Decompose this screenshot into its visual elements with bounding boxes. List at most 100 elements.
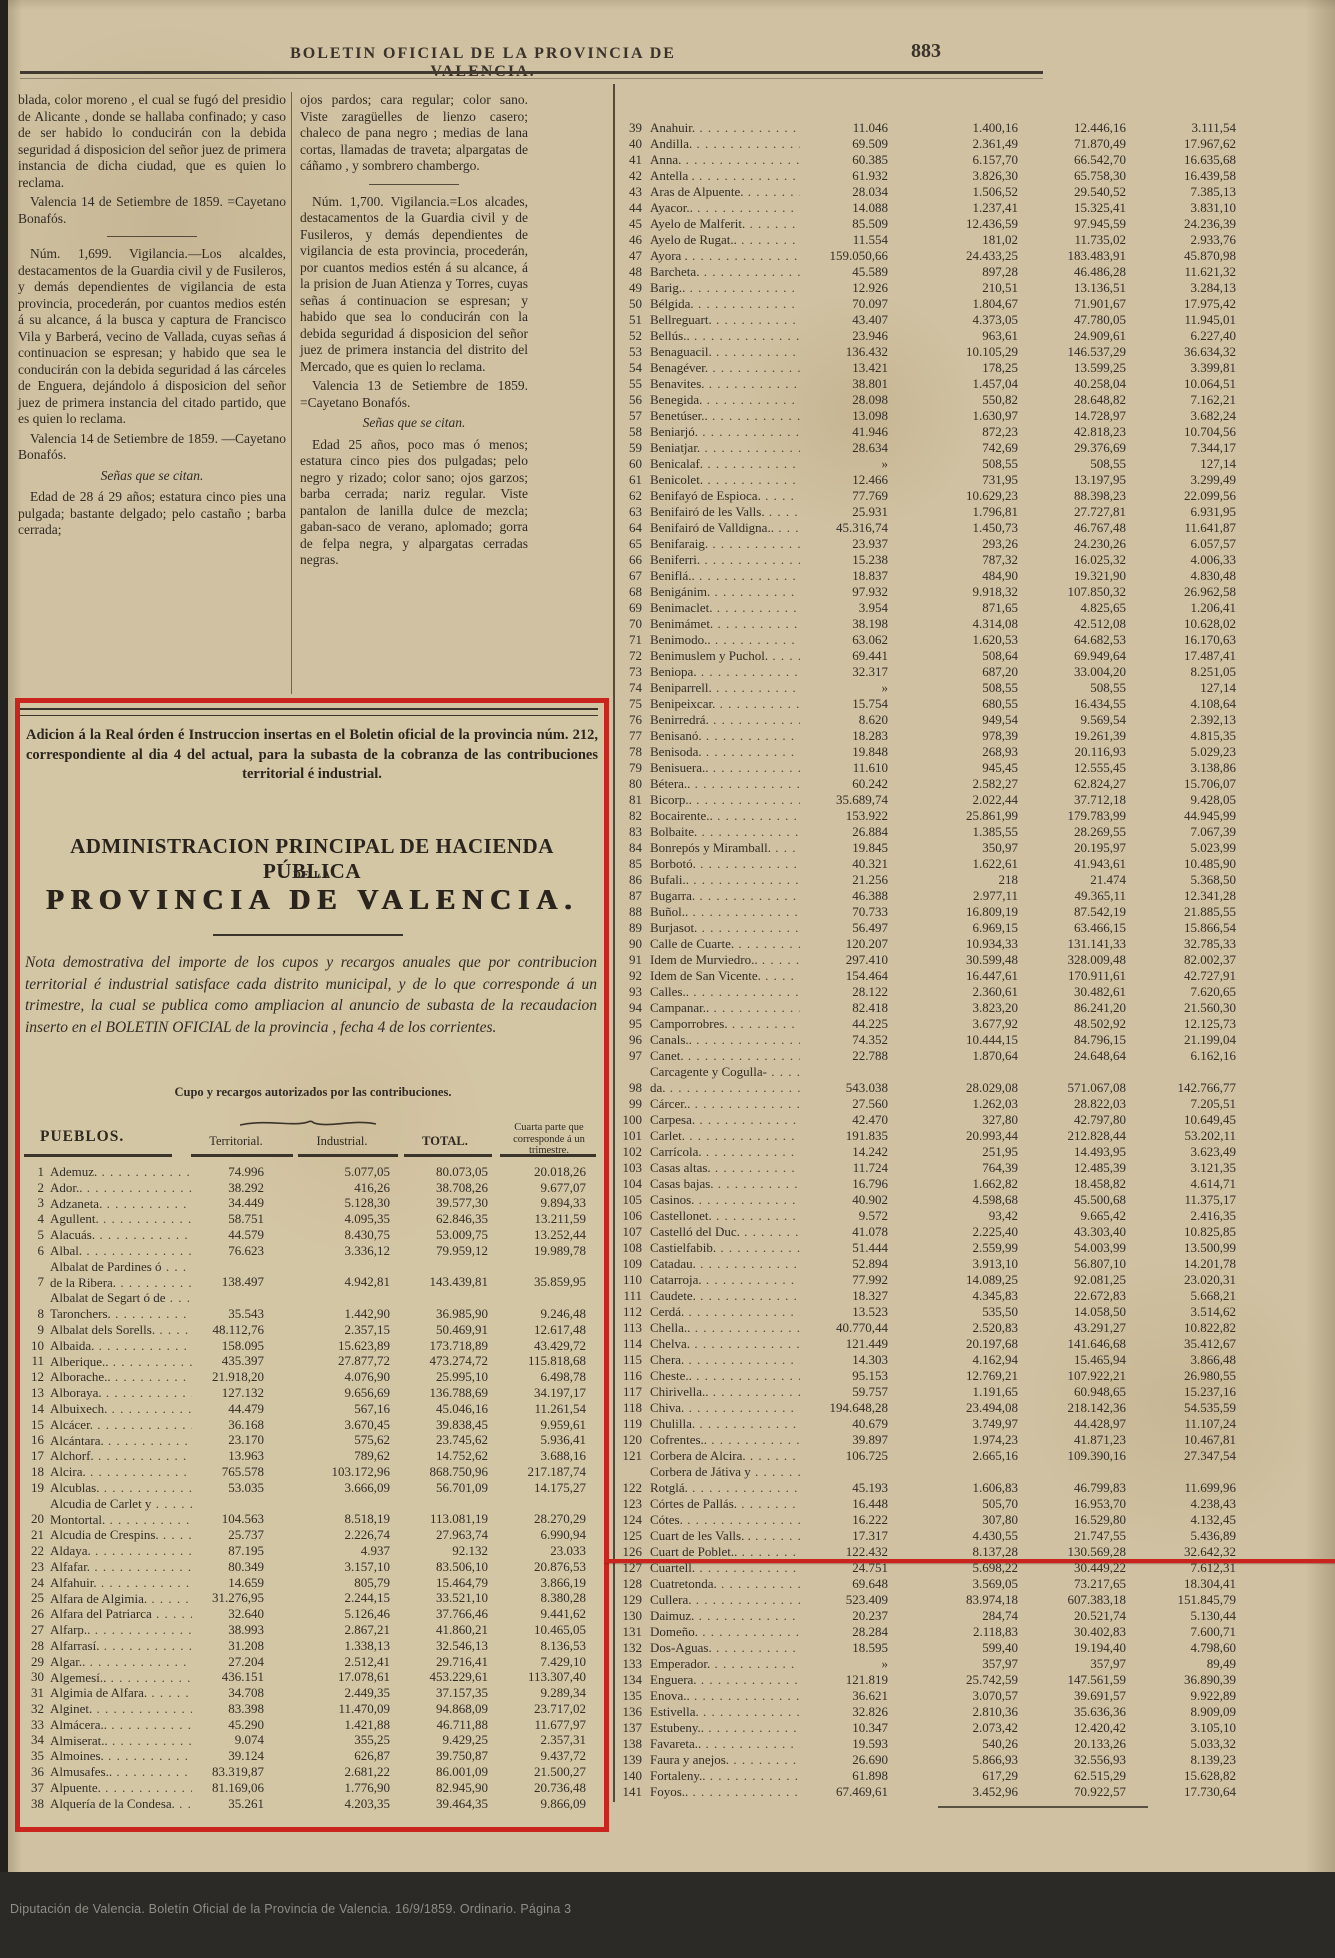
row-number: 109 bbox=[622, 1256, 643, 1271]
industrial-value: 1.385,55 bbox=[972, 824, 1019, 839]
column-header-territorial: Territorial. bbox=[209, 1134, 263, 1148]
territorial-value: 23.946 bbox=[852, 328, 888, 343]
total-value: 71.870,49 bbox=[1074, 136, 1126, 151]
quarter-value: 45.870,98 bbox=[1184, 248, 1236, 263]
total-value: 14.728,97 bbox=[1074, 408, 1126, 423]
table-row: 73 Beniopa. 32.317 687,20 33.004,20 8.25… bbox=[612, 664, 1252, 680]
row-number: 24 bbox=[31, 1574, 44, 1590]
row-number: 66 bbox=[629, 552, 642, 567]
territorial-value: 18.595 bbox=[852, 1640, 888, 1655]
row-number: 115 bbox=[622, 1352, 642, 1367]
industrial-value: 1.870,64 bbox=[972, 1048, 1019, 1063]
row-number: 87 bbox=[629, 888, 642, 903]
industrial-value: 789,62 bbox=[354, 1448, 390, 1464]
industrial-value: 1.191,65 bbox=[972, 1384, 1019, 1399]
total-value: 20.195,97 bbox=[1074, 840, 1126, 855]
pueblo-name: Camporrobres. bbox=[650, 1016, 800, 1032]
pueblo-name: Cuart de les Valls. . bbox=[650, 1528, 800, 1544]
quarter-value: 7.385,13 bbox=[1190, 184, 1237, 199]
quarter-value: 32.642,32 bbox=[1184, 1544, 1236, 1559]
row-number: 132 bbox=[622, 1640, 643, 1655]
pueblo-name: Beniarjó. bbox=[650, 424, 800, 440]
row-number: 84 bbox=[629, 840, 642, 855]
de-la-label: DE LA bbox=[292, 869, 332, 881]
row-number: 16 bbox=[31, 1432, 44, 1448]
quarter-value: 7.429,10 bbox=[540, 1653, 587, 1669]
quarter-value: 15.628,82 bbox=[1184, 1768, 1236, 1783]
table-row: 80 Bétera.. 60.242 2.582,27 62.824,27 15… bbox=[612, 776, 1252, 792]
paragraph: ojos pardos; cara regular; color sano. V… bbox=[300, 92, 528, 173]
quarter-value: 9.437,72 bbox=[540, 1748, 587, 1764]
pueblo-name: Castielfabib. bbox=[650, 1240, 800, 1256]
table-row: 76 Benirredrá. 8.620 949,54 9.569,54 2.3… bbox=[612, 712, 1252, 728]
table-row: 67 Beniflá.. 18.837 484,90 19.321,90 4.8… bbox=[612, 568, 1252, 584]
table-row: 141 Foyos.. 67.469,61 3.452,96 70.922,57… bbox=[612, 1784, 1252, 1800]
row-number: 63 bbox=[629, 504, 642, 519]
industrial-value: 617,29 bbox=[982, 1768, 1018, 1783]
industrial-value: 4.345,83 bbox=[972, 1288, 1019, 1303]
industrial-value: 307,80 bbox=[982, 1512, 1018, 1527]
industrial-value: 1.506,52 bbox=[972, 184, 1019, 199]
pueblo-name: Carrícola. bbox=[650, 1144, 800, 1160]
industrial-value: 6.969,15 bbox=[972, 920, 1019, 935]
row-number: 70 bbox=[629, 616, 642, 631]
pueblo-name: Benimámet. bbox=[650, 616, 800, 632]
table-row: 89 Burjasot. 56.497 6.969,15 63.466,15 1… bbox=[612, 920, 1252, 936]
total-value: 107.922,21 bbox=[1067, 1368, 1127, 1383]
table-row: 71 Benimodo.. 63.062 1.620,53 64.682,53 … bbox=[612, 632, 1252, 648]
pueblo-name-line2: Taronchers. bbox=[50, 1306, 192, 1322]
pueblo-name: Estubeny.. bbox=[650, 1720, 800, 1736]
table-row: 39 Anahuir. 11.046 1.400,16 12.446,16 3.… bbox=[612, 120, 1252, 136]
total-value: 42.797,80 bbox=[1074, 1112, 1126, 1127]
row-number: 78 bbox=[629, 744, 642, 759]
total-value: 9.665,42 bbox=[1080, 1208, 1127, 1223]
row-number: 139 bbox=[622, 1752, 643, 1767]
industrial-value: 3.823,20 bbox=[972, 1000, 1019, 1015]
territorial-value: 14.088 bbox=[852, 200, 888, 215]
industrial-value: 3.749,97 bbox=[972, 1416, 1019, 1431]
total-value: 14.058,50 bbox=[1074, 1304, 1126, 1319]
row-number: 136 bbox=[622, 1704, 643, 1719]
pueblo-name: Albalat de Pardines ó bbox=[50, 1259, 192, 1275]
row-number: 55 bbox=[629, 376, 642, 391]
table-row: 3 Adzaneta. 34.449 5.128,30 39.577,30 9.… bbox=[18, 1195, 596, 1212]
table-row: 29 Algar.. 27.204 2.512,41 29.716,41 7.4… bbox=[18, 1654, 596, 1670]
pueblo-name: Alfahuir. bbox=[50, 1575, 192, 1591]
total-value: 97.945,59 bbox=[1074, 216, 1126, 231]
pueblo-name: Aras de Alpuente. bbox=[650, 184, 800, 200]
territorial-value: 83.398 bbox=[228, 1700, 264, 1716]
table-row: 121 Corbera de Alcira. 106.725 2.665,16 … bbox=[612, 1448, 1252, 1464]
industrial-value: 16.809,19 bbox=[966, 904, 1018, 919]
total-value: 24.648,64 bbox=[1074, 1048, 1126, 1063]
total-value: 84.796,15 bbox=[1074, 1032, 1126, 1047]
pueblo-name: Domeño. bbox=[650, 1624, 800, 1640]
table-row: 7 Albalat de Pardines ó de la Ribera. 13… bbox=[18, 1259, 596, 1291]
row-number: 2 bbox=[37, 1179, 45, 1195]
quarter-value: 3.514,62 bbox=[1190, 1304, 1237, 1319]
table-row: 8 Albalat de Segart ó de Taronchers. 35.… bbox=[18, 1290, 596, 1322]
territorial-value: 69.509 bbox=[852, 136, 888, 151]
quarter-value: 3.299,49 bbox=[1190, 472, 1237, 487]
industrial-value: 350,97 bbox=[982, 840, 1018, 855]
total-value: 46.767,48 bbox=[1074, 520, 1126, 535]
industrial-value: 30.599,48 bbox=[966, 952, 1018, 967]
territorial-value: 18.327 bbox=[852, 1288, 888, 1303]
pueblo-name: Benimuslem y Puchol. bbox=[650, 648, 800, 664]
total-value: 12.485,39 bbox=[1074, 1160, 1126, 1175]
row-number: 36 bbox=[31, 1764, 44, 1780]
pueblo-name: Benifairó de les Valls. bbox=[650, 504, 800, 520]
quarter-value: 12.617,48 bbox=[534, 1321, 586, 1337]
row-number: 12 bbox=[31, 1369, 44, 1385]
territorial-value: 39.124 bbox=[228, 1748, 264, 1764]
industrial-value: 508,55 bbox=[982, 456, 1018, 471]
territorial-value: 16.222 bbox=[852, 1512, 888, 1527]
row-number: 4 bbox=[37, 1211, 45, 1227]
quarter-value: 10.825,85 bbox=[1184, 1224, 1236, 1239]
quarter-value: 20.876,53 bbox=[534, 1558, 586, 1574]
pueblo-name: Albalat dels Sorells. bbox=[50, 1322, 192, 1338]
territorial-value: 104.563 bbox=[221, 1511, 264, 1527]
pueblo-name: Alfarrasí. bbox=[50, 1638, 192, 1654]
page-number: 883 bbox=[911, 40, 941, 62]
row-number: 37 bbox=[31, 1779, 44, 1795]
pueblo-name: Calles.. bbox=[650, 984, 800, 1000]
